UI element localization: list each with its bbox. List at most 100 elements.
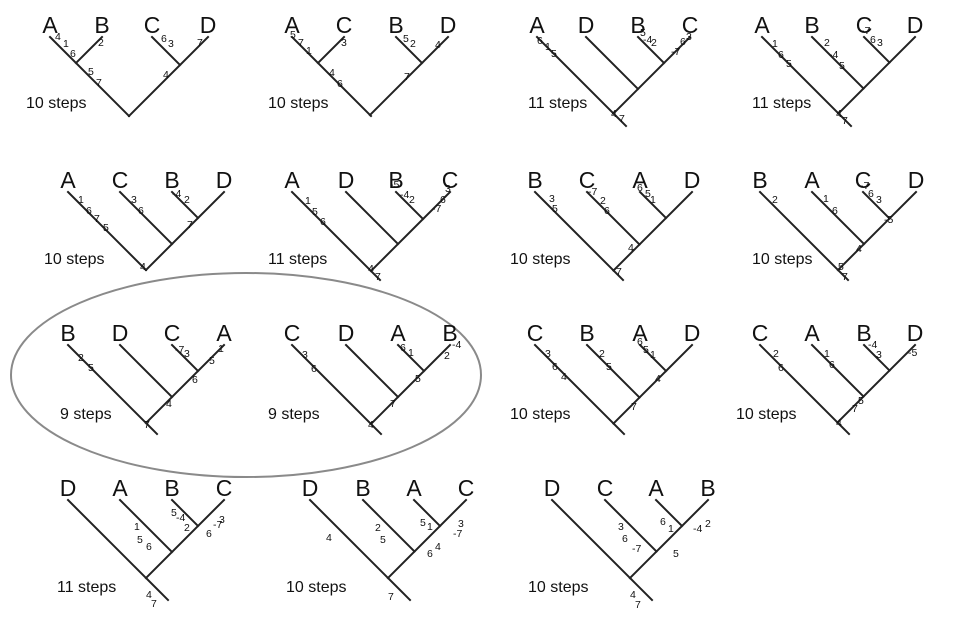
step-mark: -4: [868, 339, 877, 351]
step-mark: -7: [588, 186, 597, 198]
step-mark: 1: [823, 193, 829, 205]
branch-D: [144, 190, 226, 272]
step-mark: 2: [184, 522, 190, 534]
leaf-label-C: C: [682, 12, 699, 38]
step-mark: 5: [552, 203, 558, 215]
branch-B: [810, 35, 865, 90]
step-mark: 5: [673, 548, 679, 560]
step-mark: -7: [432, 203, 441, 215]
step-mark: 6: [86, 205, 92, 217]
leaf-label-A: A: [648, 475, 664, 501]
leaf-label-C: C: [164, 320, 181, 346]
step-mark: -4: [400, 189, 409, 201]
step-mark: 4: [655, 373, 661, 385]
step-mark: 4: [368, 263, 374, 275]
branch-C: [118, 190, 174, 246]
leaf-label-D: D: [200, 12, 217, 38]
step-mark: 5: [290, 29, 296, 41]
leaf-label-C: C: [855, 167, 872, 193]
branch-C: [144, 498, 226, 580]
root-stem: [628, 576, 654, 602]
step-mark: 3: [686, 31, 692, 43]
leaf-label-D: D: [440, 12, 457, 38]
step-mark: 4: [628, 242, 634, 254]
leaf-label-A: A: [632, 320, 648, 346]
tree-length-label: 10 steps: [286, 579, 346, 596]
branch-B: [361, 498, 416, 553]
step-mark: 2: [375, 522, 381, 534]
step-mark: -7: [632, 543, 641, 555]
leaf-label-B: B: [700, 475, 715, 501]
leaf-label-C: C: [752, 320, 769, 346]
branch-D: [308, 498, 390, 580]
step-mark: 6: [829, 359, 835, 371]
step-mark: 1: [218, 343, 224, 355]
step-mark: -7: [213, 519, 222, 531]
leaf-label-D: D: [907, 12, 924, 38]
branch-D: [612, 190, 694, 272]
step-mark: 7: [635, 599, 641, 611]
branch-C: [603, 498, 658, 553]
branch-C: [612, 35, 692, 115]
step-mark: 3: [877, 37, 883, 49]
step-mark: 4: [611, 108, 617, 120]
branch-A: [638, 343, 668, 373]
leaf-label-A: A: [112, 475, 128, 501]
root-stem: [612, 269, 625, 282]
tree-length-label: 11 steps: [57, 579, 116, 596]
step-mark: 2: [824, 37, 830, 49]
branch-B: [636, 35, 666, 65]
step-mark: 6: [206, 528, 212, 540]
step-mark: 6: [161, 33, 167, 45]
branch-B: [585, 343, 641, 399]
branch-B: [862, 343, 891, 372]
step-mark: 1: [63, 38, 69, 50]
step-mark: 3: [168, 38, 174, 50]
branch-D: [612, 343, 694, 425]
step-mark: 4: [140, 261, 146, 273]
branch-A: [396, 343, 426, 373]
leaf-label-B: B: [856, 320, 871, 346]
branch-A: [118, 498, 174, 554]
leaf-label-B: B: [442, 320, 457, 346]
step-mark: 6: [337, 78, 343, 90]
step-mark: 4: [146, 589, 152, 601]
step-mark: 5: [551, 48, 557, 60]
step-mark: 3: [458, 518, 464, 530]
step-mark: 4: [561, 371, 567, 383]
step-mark: 6: [622, 533, 628, 545]
branch-B: [369, 343, 452, 426]
branch-D: [344, 343, 400, 399]
leaf-label-A: A: [42, 12, 58, 38]
leaf-label-D: D: [684, 167, 701, 193]
leaf-label-B: B: [388, 12, 403, 38]
step-mark: 6: [680, 36, 686, 48]
step-mark: 6: [637, 336, 643, 348]
branch-A: [810, 190, 866, 246]
step-mark: 3: [545, 348, 551, 360]
root-stem: [386, 576, 412, 602]
step-mark: 3: [618, 521, 624, 533]
step-mark: 4: [435, 541, 441, 553]
branch-B: [533, 190, 615, 272]
branch-A: [144, 343, 226, 425]
step-mark: 3: [302, 349, 308, 361]
step-mark: 6: [832, 205, 838, 217]
leaf-label-D: D: [112, 320, 129, 346]
step-mark: 2: [409, 194, 415, 206]
branch-C: [150, 35, 182, 67]
leaf-label-D: D: [338, 320, 355, 346]
step-mark: 1: [408, 347, 414, 359]
branch-A: [290, 35, 372, 117]
step-mark: 6: [427, 548, 433, 560]
step-mark: -5: [390, 179, 399, 191]
branch-A: [412, 498, 442, 528]
step-mark: 1: [772, 38, 778, 50]
step-mark: 7: [375, 271, 381, 283]
branch-D: [118, 343, 174, 399]
